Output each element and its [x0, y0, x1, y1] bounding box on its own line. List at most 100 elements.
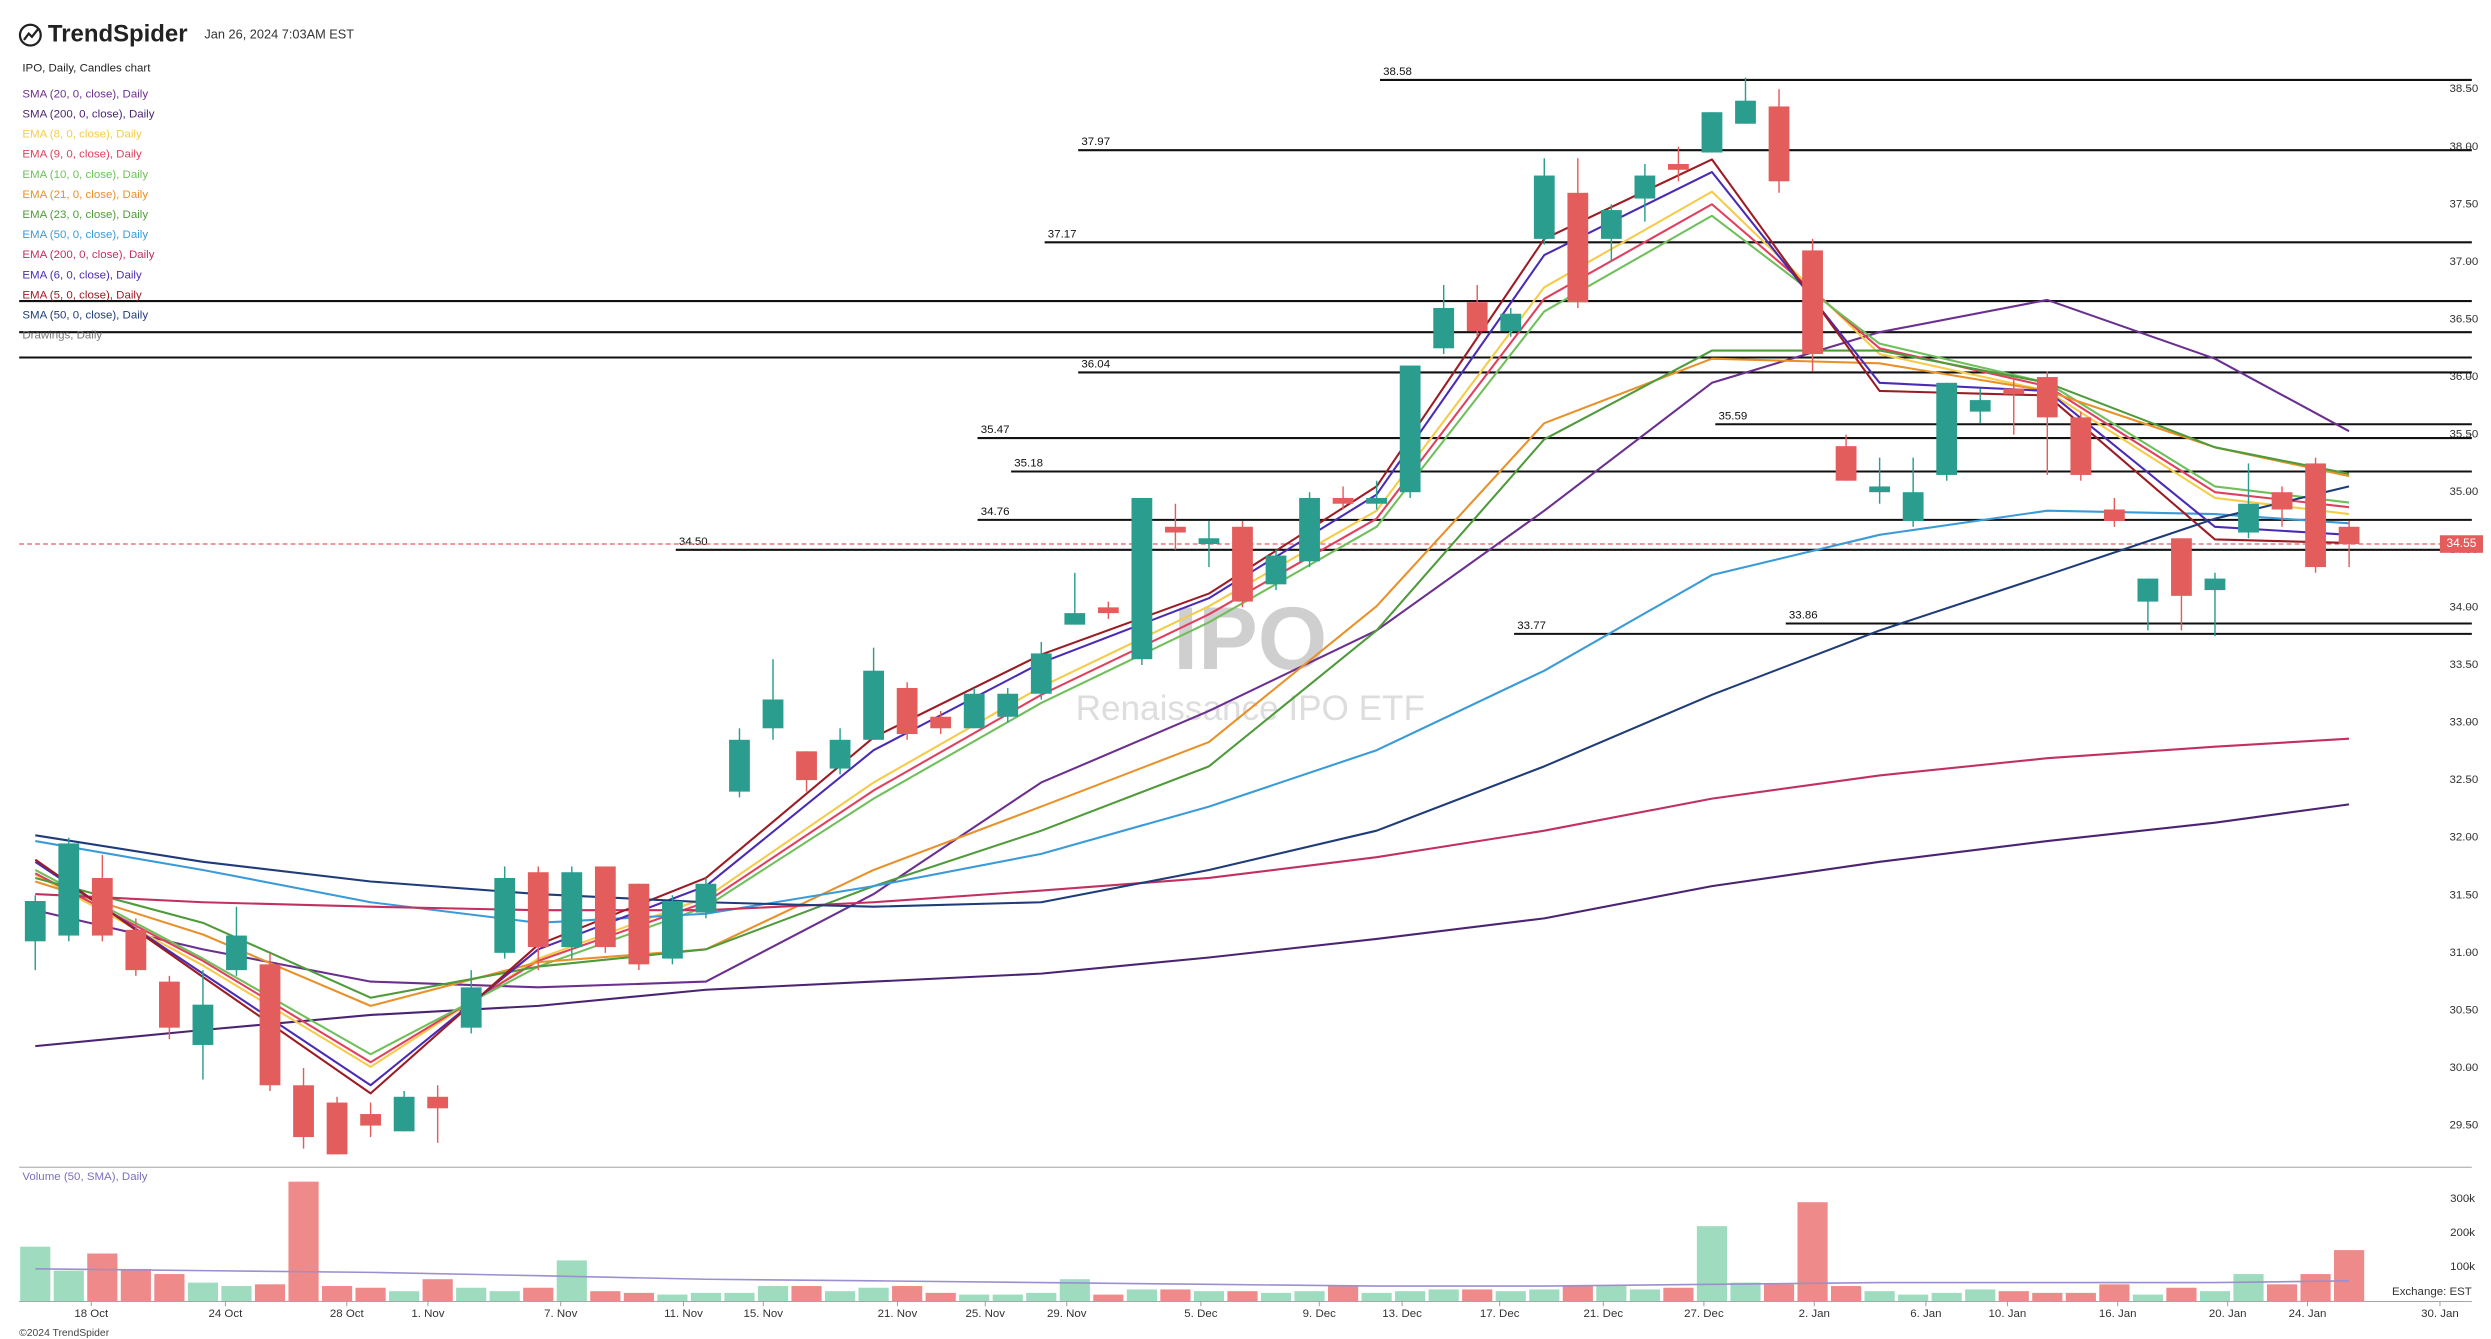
x-tick-label: 16. Jan [2099, 1308, 2137, 1320]
volume-bar [87, 1253, 118, 1302]
y-tick-label: 37.50 [2449, 198, 2478, 210]
candle-body [1668, 164, 1689, 170]
candle-body [1097, 607, 1119, 614]
volume-bar [1998, 1291, 2029, 1302]
candle [1232, 521, 1253, 608]
candle [1433, 284, 1455, 355]
candle-body [2070, 417, 2092, 475]
candle-body [158, 981, 180, 1028]
candle [1567, 158, 1589, 308]
candle-body [1466, 302, 1488, 331]
candle [762, 659, 784, 740]
candle-body [729, 739, 750, 792]
candle [1802, 238, 1823, 372]
candle [2271, 486, 2293, 527]
y-tick-label: 34.00 [2449, 601, 2478, 613]
candle [1634, 164, 1656, 222]
volume-bar [288, 1181, 319, 1302]
y-tick-label: 35.00 [2449, 486, 2478, 498]
candle [91, 854, 113, 942]
x-tick-label: 15. Nov [743, 1308, 783, 1320]
x-tick-label: 7. Nov [544, 1308, 577, 1320]
legend-entry: SMA (20, 0, close), Daily [22, 88, 148, 100]
level-label: 37.97 [1081, 136, 1110, 148]
volume-bar [1026, 1292, 1057, 1302]
candle [1299, 492, 1320, 568]
candle [360, 1102, 381, 1138]
candle-body [1567, 192, 1589, 303]
candle-body [460, 987, 482, 1028]
copyright: ©2024 TrendSpider [19, 1328, 110, 1339]
candle [1701, 112, 1723, 153]
volume-bar [1965, 1289, 1996, 1302]
candle [2238, 463, 2259, 539]
x-tick-label: 28 Oct [330, 1308, 365, 1320]
candle-body [1131, 497, 1153, 660]
candle [2036, 371, 2058, 475]
candle [1500, 307, 1522, 337]
y-tick-label: 32.50 [2449, 774, 2478, 786]
y-tick-label: 31.00 [2449, 947, 2478, 959]
candle [829, 728, 851, 775]
candle-body [1533, 175, 1555, 239]
candle-body [1869, 486, 1891, 493]
candle-body [594, 866, 616, 948]
candle [293, 1067, 314, 1149]
candle-body [829, 739, 851, 769]
candle-body [1165, 526, 1186, 533]
candle-body [2003, 388, 2025, 395]
volume-bar [2266, 1284, 2298, 1302]
candle [1869, 457, 1891, 504]
candle-body [628, 883, 650, 965]
candle [1466, 284, 1488, 337]
candle [1265, 549, 1287, 591]
candle [1030, 641, 1052, 700]
level-label: 37.17 [1048, 228, 1077, 240]
candle-body [2036, 377, 2058, 418]
candle-body [259, 964, 281, 1086]
volume-bar [254, 1284, 286, 1302]
candle-body [393, 1096, 415, 1132]
volume-bar [1126, 1289, 1157, 1302]
y-tick-label: 31.50 [2449, 889, 2478, 901]
volume-bar [1596, 1286, 1627, 1302]
candle-body [24, 901, 46, 942]
volume-bar [1428, 1289, 1459, 1302]
volume-bar [456, 1287, 487, 1302]
candle [1835, 434, 1857, 481]
volume-bar [1931, 1292, 1962, 1302]
x-tick-label: 5. Dec [1184, 1308, 1217, 1320]
candle-body [695, 883, 717, 913]
drawings-label: Drawings, Daily [22, 329, 102, 341]
legend-entry: EMA (5, 0, close), Daily [22, 289, 142, 301]
x-tick-label: 21. Dec [1584, 1308, 1624, 1320]
volume-bar [2099, 1284, 2130, 1302]
candle-body [2137, 578, 2159, 602]
candle [1969, 388, 1991, 424]
candle [494, 866, 516, 959]
volume-bar [724, 1292, 755, 1302]
y-tick-label: 33.50 [2449, 659, 2478, 671]
candle [1902, 457, 1924, 527]
indicator-line [35, 803, 2350, 1048]
volume-bar [556, 1260, 587, 1302]
candle-body [896, 687, 918, 735]
volume-bar [1529, 1289, 1560, 1302]
volume-y-tick-label: 300k [2450, 1193, 2475, 1205]
level-label: 38.58 [1383, 66, 1412, 78]
candle [192, 970, 214, 1080]
candle-body [226, 935, 247, 971]
candle-body [1399, 365, 1421, 493]
volume-sma-line [35, 1268, 2350, 1287]
volume-bar [2334, 1250, 2365, 1302]
legend-entry: EMA (8, 0, close), Daily [22, 129, 142, 141]
legend-entry: EMA (200, 0, close), Daily [22, 249, 154, 261]
candle [2305, 457, 2326, 573]
candle [1768, 89, 1790, 193]
volume-bar [1093, 1294, 1124, 1302]
level-label: 33.77 [1517, 620, 1546, 632]
candle-body [58, 843, 80, 936]
indicator-line [35, 737, 2350, 912]
candle [58, 837, 80, 942]
